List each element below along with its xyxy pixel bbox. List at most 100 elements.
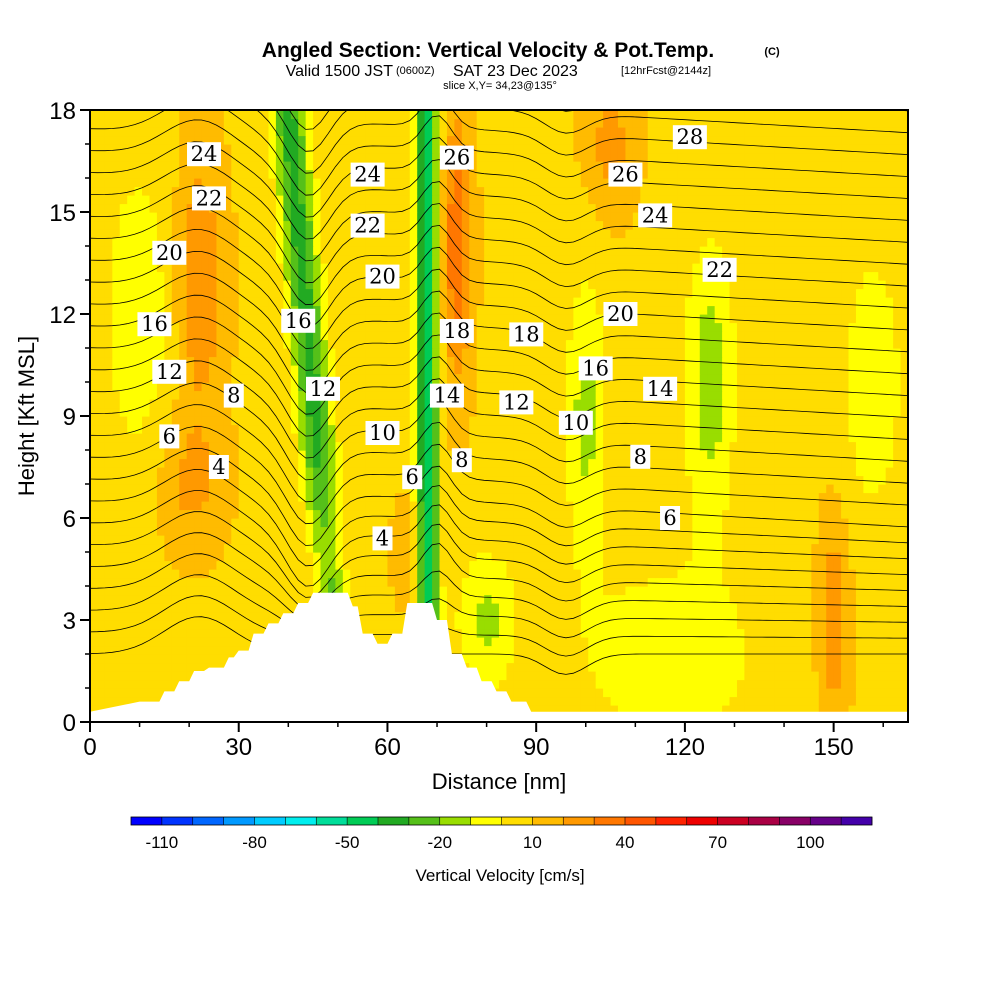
velocity-cell [751,662,760,672]
velocity-cell [722,679,731,689]
velocity-cell [781,424,790,434]
velocity-cell [588,688,597,698]
velocity-cell [826,509,835,519]
velocity-cell [625,424,634,434]
velocity-cell [298,509,307,519]
velocity-cell [551,628,560,638]
velocity-cell [826,679,835,689]
velocity-cell [826,552,835,562]
velocity-cell [223,569,232,579]
velocity-cell [826,407,835,417]
velocity-cell [127,365,136,375]
velocity-cell [863,577,872,587]
velocity-cell [521,441,530,451]
velocity-cell [543,696,552,706]
velocity-cell [476,441,485,451]
velocity-cell [186,671,195,681]
velocity-cell [90,611,99,621]
velocity-cell [424,348,433,358]
velocity-cell [528,586,537,596]
velocity-cell [580,348,589,358]
velocity-cell [662,611,671,621]
velocity-cell [818,560,827,570]
velocity-cell [729,492,738,502]
velocity-cell [446,450,455,460]
velocity-cell [223,577,232,587]
velocity-cell [729,603,738,613]
velocity-cell [491,365,500,375]
velocity-cell [469,484,478,494]
velocity-cell [551,348,560,358]
velocity-cell [900,611,908,621]
velocity-cell [796,645,805,655]
velocity-cell [521,518,530,528]
velocity-cell [744,679,753,689]
velocity-cell [841,543,850,553]
velocity-cell [372,390,381,400]
velocity-cell [424,399,433,409]
velocity-cell [528,458,537,468]
velocity-cell [677,399,686,409]
velocity-cell [469,620,478,630]
velocity-cell [127,399,136,409]
velocity-cell [603,441,612,451]
velocity-cell [499,509,508,519]
velocity-cell [744,407,753,417]
velocity-cell [104,467,113,477]
velocity-cell [647,637,656,647]
velocity-cell [290,543,299,553]
velocity-cell [134,365,143,375]
velocity-cell [446,484,455,494]
velocity-cell [774,560,783,570]
velocity-cell [870,339,879,349]
velocity-cell [766,356,775,366]
velocity-cell [253,331,262,341]
velocity-cell [573,356,582,366]
velocity-cell [97,594,106,604]
velocity-cell [231,518,240,528]
velocity-cell [588,526,597,536]
velocity-cell [409,416,418,426]
velocity-cell [841,390,850,400]
velocity-cell [216,424,225,434]
velocity-cell [394,594,403,604]
velocity-cell [692,458,701,468]
velocity-cell [372,611,381,621]
velocity-cell [699,416,708,426]
velocity-cell [261,603,270,613]
velocity-cell [402,373,411,383]
velocity-cell [223,586,232,596]
velocity-cell [112,696,121,706]
velocity-cell [380,552,389,562]
velocity-cell [253,586,262,596]
velocity-cell [536,348,545,358]
velocity-cell [692,501,701,511]
velocity-cell [484,424,493,434]
velocity-cell [699,475,708,485]
velocity-cell [313,424,322,434]
velocity-cell [127,331,136,341]
velocity-cell [565,390,574,400]
velocity-cell [275,365,284,375]
velocity-cell [208,407,218,417]
velocity-cell [424,509,433,519]
velocity-cell [640,339,649,349]
velocity-cell [848,484,857,494]
velocity-cell [774,348,783,358]
velocity-cell [662,560,671,570]
velocity-cell [803,467,812,477]
velocity-cell [714,688,723,698]
velocity-cell [513,509,522,519]
velocity-cell [707,603,716,613]
velocity-cell [469,382,478,392]
velocity-cell [491,509,500,519]
velocity-cell [625,594,634,604]
velocity-cell [417,399,426,409]
velocity-cell [855,518,864,528]
velocity-cell [142,416,151,426]
velocity-cell [707,594,716,604]
velocity-cell [357,441,366,451]
velocity-cell [759,662,768,672]
velocity-cell [201,603,210,613]
velocity-cell [551,569,560,579]
